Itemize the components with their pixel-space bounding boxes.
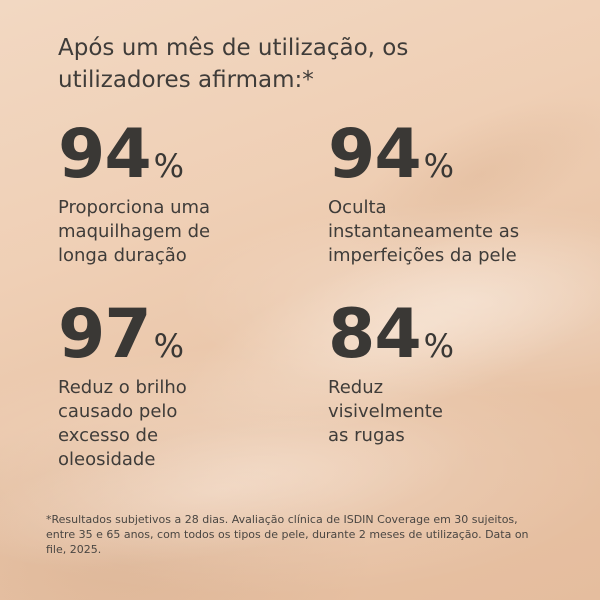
headline-line: Após um mês de utilização, os (58, 35, 409, 61)
stat-block: 84 % Reduz visivelmente as rugas (328, 295, 578, 448)
stat-value: 97 % (58, 295, 308, 374)
stat-description: Oculta instantaneamente as imperfeições … (328, 196, 578, 268)
stat-percent-sign: % (153, 327, 185, 365)
headline-line: utilizadores afirmam:* (58, 67, 314, 93)
stat-value: 94 % (58, 115, 308, 194)
stat-block: 97 % Reduz o brilho causado pelo excesso… (58, 295, 308, 472)
stat-description-line: excesso de (58, 425, 159, 446)
stat-description: Proporciona uma maquilhagem de longa dur… (58, 196, 308, 268)
stat-description-line: Reduz o brilho (58, 377, 187, 398)
stat-description-line: Reduz (328, 377, 384, 398)
stat-description-line: causado pelo (58, 401, 178, 422)
stat-number: 94 (328, 115, 422, 194)
footnote-line: file, 2025. (46, 543, 102, 556)
stat-number: 84 (328, 295, 422, 374)
stat-block: 94 % Proporciona uma maquilhagem de long… (58, 115, 308, 268)
stat-percent-sign: % (423, 147, 455, 185)
stat-description: Reduz visivelmente as rugas (328, 376, 578, 448)
stat-percent-sign: % (423, 327, 455, 365)
headline: Após um mês de utilização, os utilizador… (58, 32, 558, 96)
stat-description: Reduz o brilho causado pelo excesso de o… (58, 376, 308, 472)
footnote-line: entre 35 e 65 anos, com todos os tipos d… (46, 528, 529, 541)
stat-value: 94 % (328, 115, 578, 194)
stat-description-line: oleosidade (58, 449, 156, 470)
footnote: *Resultados subjetivos a 28 dias. Avalia… (46, 512, 566, 557)
stat-description-line: longa duração (58, 245, 187, 266)
stat-description-line: maquilhagem de (58, 221, 211, 242)
stat-number: 97 (58, 295, 152, 374)
stat-value: 84 % (328, 295, 578, 374)
stat-description-line: Oculta (328, 197, 387, 218)
stat-description-line: instantaneamente as (328, 221, 520, 242)
stat-number: 94 (58, 115, 152, 194)
stat-block: 94 % Oculta instantaneamente as imperfei… (328, 115, 578, 268)
stat-description-line: visivelmente (328, 401, 443, 422)
stat-percent-sign: % (153, 147, 185, 185)
stat-description-line: imperfeições da pele (328, 245, 517, 266)
stat-description-line: Proporciona uma (58, 197, 211, 218)
stat-description-line: as rugas (328, 425, 405, 446)
footnote-line: *Resultados subjetivos a 28 dias. Avalia… (46, 513, 518, 526)
